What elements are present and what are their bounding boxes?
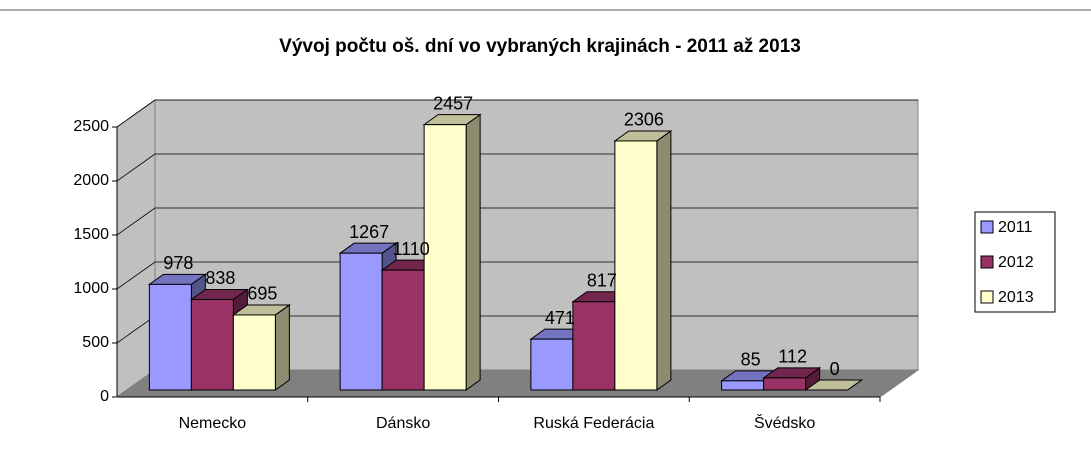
- y-tick-label: 2000: [73, 172, 109, 189]
- x-tick-label: Dánsko: [376, 415, 430, 432]
- y-tick-label: 0: [100, 388, 109, 405]
- bar: [148, 283, 192, 391]
- bar-side: [656, 129, 672, 391]
- data-label: 471: [545, 308, 575, 328]
- grid-line: [116, 99, 918, 128]
- data-label: 2457: [433, 93, 473, 113]
- bar: [572, 301, 616, 391]
- y-tick-label: 2500: [73, 118, 109, 135]
- legend-label: 2013: [998, 289, 1034, 306]
- legend-label: 2012: [998, 254, 1034, 271]
- bar: [721, 380, 765, 391]
- bar: [381, 269, 425, 391]
- data-label: 695: [247, 284, 277, 304]
- legend-swatch: [980, 255, 994, 269]
- bar: [232, 314, 276, 391]
- bar-side: [465, 113, 481, 391]
- bar-side: [274, 303, 290, 391]
- x-tick-label: Ruská Federácia: [533, 415, 654, 432]
- bar: [530, 338, 574, 391]
- bar: [614, 140, 658, 391]
- x-tick-label: Švédsko: [754, 413, 815, 432]
- y-tick-label: 500: [82, 334, 109, 351]
- data-label: 978: [163, 253, 193, 273]
- bar: [339, 252, 383, 391]
- data-label: 2306: [624, 110, 664, 130]
- data-label: 1267: [349, 222, 389, 242]
- data-label: 112: [778, 347, 807, 367]
- y-tick-label: 1000: [73, 280, 109, 297]
- bar: [763, 377, 807, 391]
- bar: [423, 124, 467, 391]
- data-label: 838: [205, 268, 235, 288]
- legend-label: 2011: [998, 219, 1033, 236]
- bar: [190, 298, 234, 391]
- bar-top: [804, 379, 864, 391]
- y-tick-label: 1500: [73, 226, 109, 243]
- data-label: 0: [830, 359, 840, 379]
- data-label: 85: [741, 350, 761, 370]
- chart-title: Vývoj počtu oš. dní vo vybraných krajiná…: [279, 36, 801, 57]
- legend-swatch: [980, 220, 994, 234]
- data-label: 817: [587, 271, 617, 291]
- legend-swatch: [980, 290, 994, 304]
- x-tick-label: Nemecko: [179, 415, 247, 432]
- data-label: 1110: [392, 239, 429, 259]
